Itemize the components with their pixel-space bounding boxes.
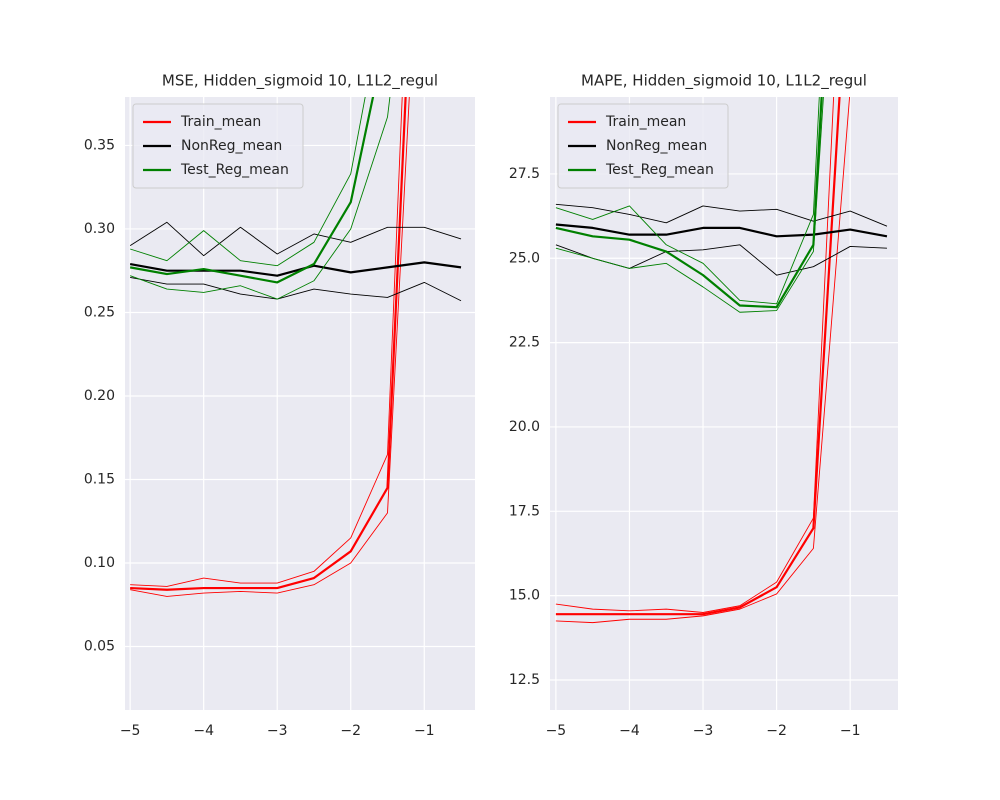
series-line xyxy=(555,203,888,227)
chart-title: MSE, Hidden_sigmoid 10, L1L2_regul xyxy=(162,72,438,91)
y-tick-label: 15.0 xyxy=(509,588,540,604)
series-line xyxy=(555,97,835,613)
y-tick-label: 22.5 xyxy=(509,335,540,351)
x-tick-label: −2 xyxy=(340,723,361,739)
x-tick-label: −1 xyxy=(840,723,861,739)
y-tick-label: 0.15 xyxy=(84,471,115,487)
x-tick-label: −4 xyxy=(619,723,640,739)
x-tick-label: −3 xyxy=(693,723,714,739)
lines xyxy=(555,97,888,624)
x-tick-label: −4 xyxy=(193,723,214,739)
legend-label: Test_Reg_mean xyxy=(180,162,289,178)
series-line xyxy=(129,97,375,284)
series-line xyxy=(555,223,888,238)
legend: Train_mean NonReg_mean Test_Reg_mean xyxy=(557,103,729,189)
y-tick-label: 20.0 xyxy=(509,419,540,435)
legend: Train_mean NonReg_mean Test_Reg_mean xyxy=(132,103,304,189)
subplot: 0.05 0.10 0.15 0.20 0.25 0.30 0.35 −5 −4 −3 −2 −1 MS… xyxy=(84,72,475,739)
lines xyxy=(129,97,462,597)
x-tick-label: −3 xyxy=(267,723,288,739)
legend-box xyxy=(557,103,729,189)
legend-label: Train_mean xyxy=(180,114,261,130)
y-tick-label: 0.10 xyxy=(84,555,115,571)
series-line xyxy=(130,97,407,591)
series-line xyxy=(555,97,823,309)
y-tick-label: 0.20 xyxy=(84,388,115,404)
legend-label: Train_mean xyxy=(605,114,686,130)
plot-area xyxy=(550,97,898,710)
subplot: 12.5 15.0 17.5 20.0 22.5 25.0 27.5 −5 −4 −3 −2 −1 MA… xyxy=(509,72,898,739)
y-tick-label: 0.05 xyxy=(84,639,115,655)
series-line xyxy=(129,97,391,300)
plot-area xyxy=(125,97,475,710)
y-tick-label: 25.0 xyxy=(509,250,540,266)
y-tick-label: 27.5 xyxy=(509,166,540,182)
legend-label: NonReg_mean xyxy=(181,138,282,154)
series-line xyxy=(130,97,410,597)
series-line xyxy=(130,97,403,587)
series-line xyxy=(130,276,462,302)
legend-label: NonReg_mean xyxy=(606,138,707,154)
legend-label: Test_Reg_mean xyxy=(605,162,714,178)
series-line xyxy=(129,221,462,257)
y-tick-label: 0.30 xyxy=(84,221,115,237)
x-tick-label: −5 xyxy=(120,723,141,739)
series-line xyxy=(555,97,820,305)
series-line xyxy=(555,97,841,616)
series-line xyxy=(555,97,851,624)
y-tick-label: 0.35 xyxy=(84,137,115,153)
x-tick-label: −1 xyxy=(414,723,435,739)
x-tick-label: −2 xyxy=(766,723,787,739)
series-line xyxy=(130,97,366,267)
chart-title: MAPE, Hidden_sigmoid 10, L1L2_regul xyxy=(581,72,867,91)
y-tick-label: 0.25 xyxy=(84,304,115,320)
series-line xyxy=(555,97,824,313)
legend-box xyxy=(132,103,304,189)
y-tick-label: 17.5 xyxy=(509,503,540,519)
y-tick-label: 12.5 xyxy=(509,672,540,688)
x-tick-label: −5 xyxy=(546,723,567,739)
